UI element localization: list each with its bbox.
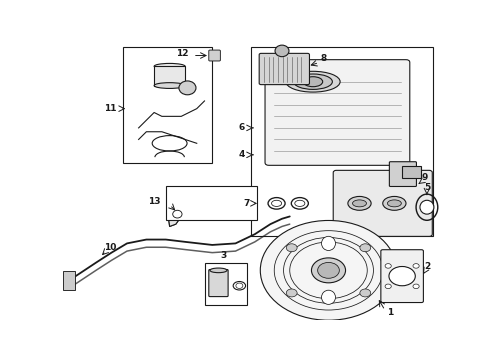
FancyBboxPatch shape	[380, 250, 423, 302]
FancyBboxPatch shape	[264, 60, 409, 165]
Ellipse shape	[321, 236, 335, 251]
Ellipse shape	[382, 197, 405, 210]
Circle shape	[317, 262, 339, 278]
Text: 7: 7	[244, 199, 250, 208]
Text: 9: 9	[421, 174, 427, 183]
Text: 1: 1	[386, 308, 392, 317]
Ellipse shape	[303, 77, 322, 87]
Ellipse shape	[209, 268, 226, 273]
Text: 4: 4	[238, 150, 244, 159]
Text: 3: 3	[220, 251, 226, 260]
Text: 6: 6	[238, 123, 244, 132]
FancyBboxPatch shape	[332, 170, 431, 237]
Text: 8: 8	[320, 54, 326, 63]
Ellipse shape	[321, 290, 335, 305]
Ellipse shape	[294, 200, 305, 207]
Circle shape	[384, 264, 390, 268]
FancyBboxPatch shape	[208, 50, 220, 61]
Text: 5: 5	[423, 184, 429, 193]
Text: 12: 12	[176, 49, 188, 58]
Ellipse shape	[235, 283, 243, 288]
FancyBboxPatch shape	[208, 270, 227, 297]
Circle shape	[311, 258, 345, 283]
Ellipse shape	[386, 200, 401, 207]
Ellipse shape	[352, 200, 366, 207]
FancyBboxPatch shape	[259, 53, 309, 85]
Bar	[393, 260, 421, 280]
Text: 13: 13	[147, 197, 160, 206]
Circle shape	[388, 266, 414, 286]
Circle shape	[285, 244, 297, 252]
Bar	[165, 186, 257, 220]
Circle shape	[359, 244, 370, 252]
Ellipse shape	[274, 45, 288, 57]
Circle shape	[412, 284, 418, 289]
Text: 2: 2	[423, 262, 429, 271]
Ellipse shape	[347, 197, 370, 210]
Bar	[401, 166, 421, 178]
Circle shape	[384, 284, 390, 289]
FancyBboxPatch shape	[388, 162, 416, 186]
Ellipse shape	[285, 71, 340, 92]
Ellipse shape	[419, 200, 433, 214]
Ellipse shape	[154, 63, 185, 69]
Text: 11: 11	[103, 104, 116, 113]
Bar	[154, 66, 185, 86]
Ellipse shape	[179, 81, 196, 95]
Ellipse shape	[172, 210, 182, 218]
Circle shape	[285, 289, 297, 297]
Ellipse shape	[270, 200, 282, 207]
Circle shape	[359, 289, 370, 297]
Circle shape	[260, 220, 396, 320]
Bar	[123, 47, 212, 163]
Bar	[204, 263, 246, 305]
Ellipse shape	[154, 83, 185, 89]
Bar	[250, 47, 432, 236]
Bar	[63, 271, 75, 289]
Circle shape	[412, 264, 418, 268]
Polygon shape	[168, 193, 230, 226]
Text: 10: 10	[103, 243, 116, 252]
Ellipse shape	[293, 74, 332, 89]
